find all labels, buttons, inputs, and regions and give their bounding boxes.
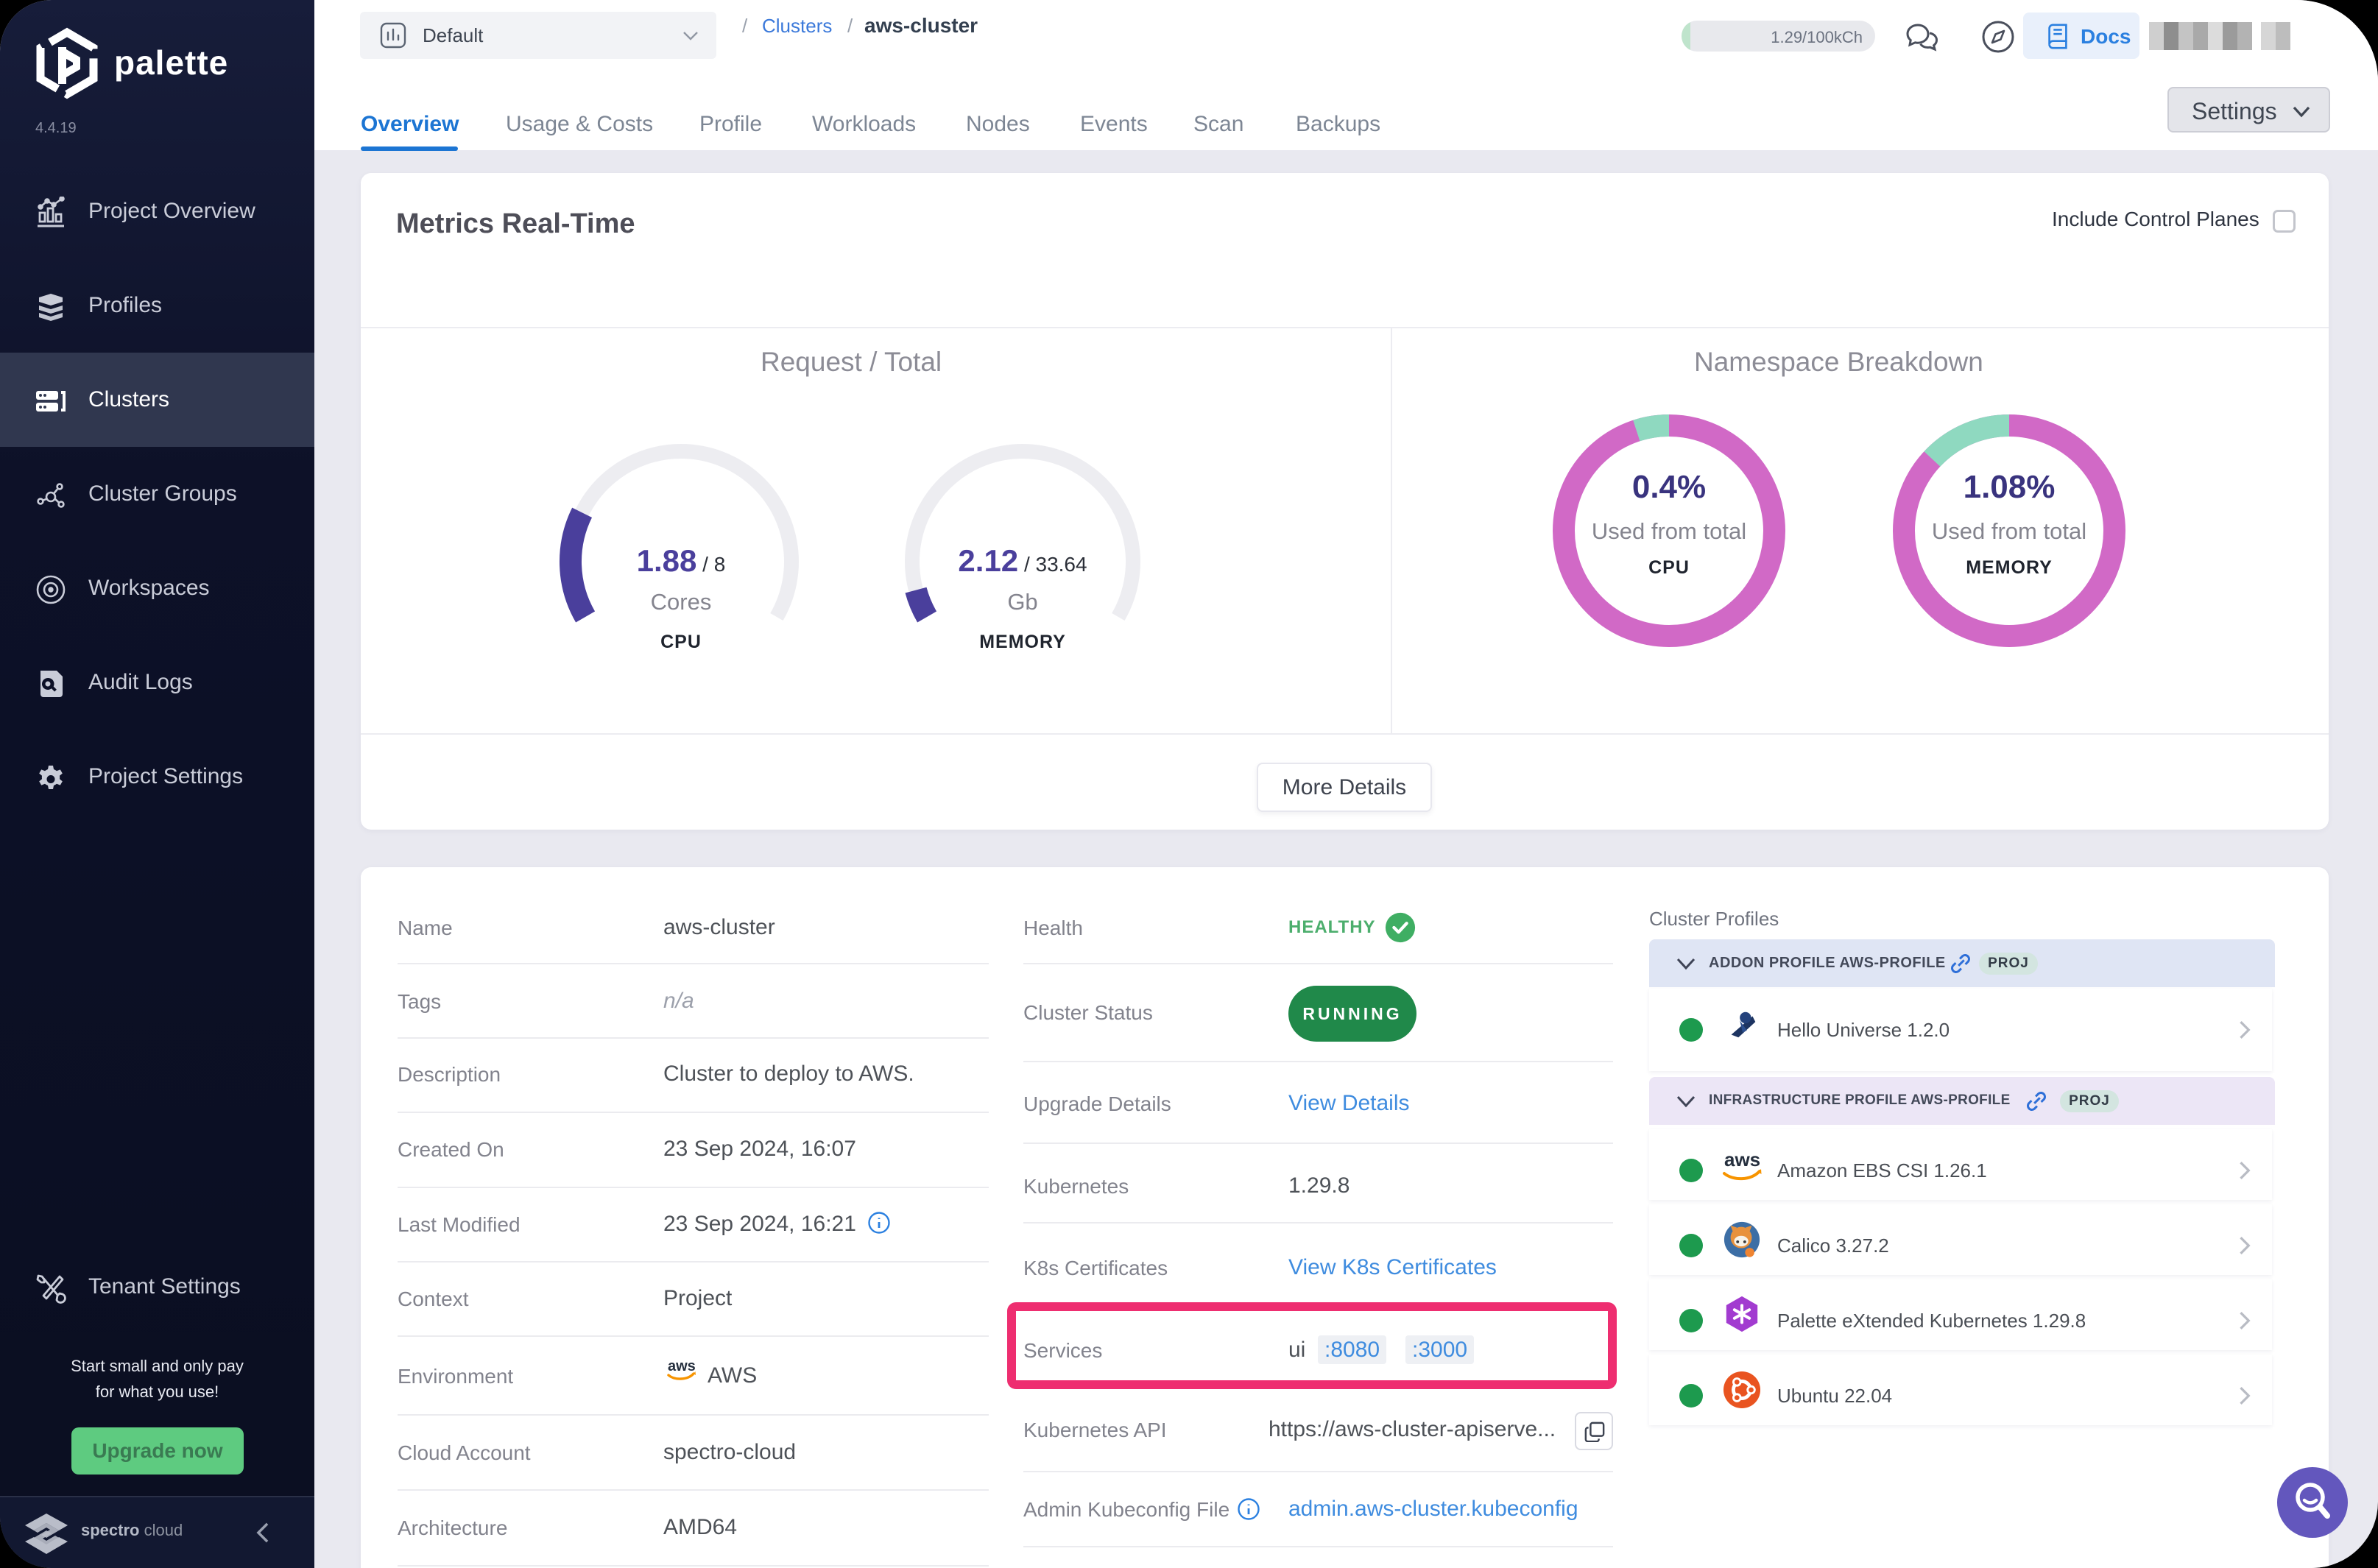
svg-text:aws: aws — [668, 1358, 696, 1374]
svg-text:aws: aws — [1724, 1148, 1760, 1170]
